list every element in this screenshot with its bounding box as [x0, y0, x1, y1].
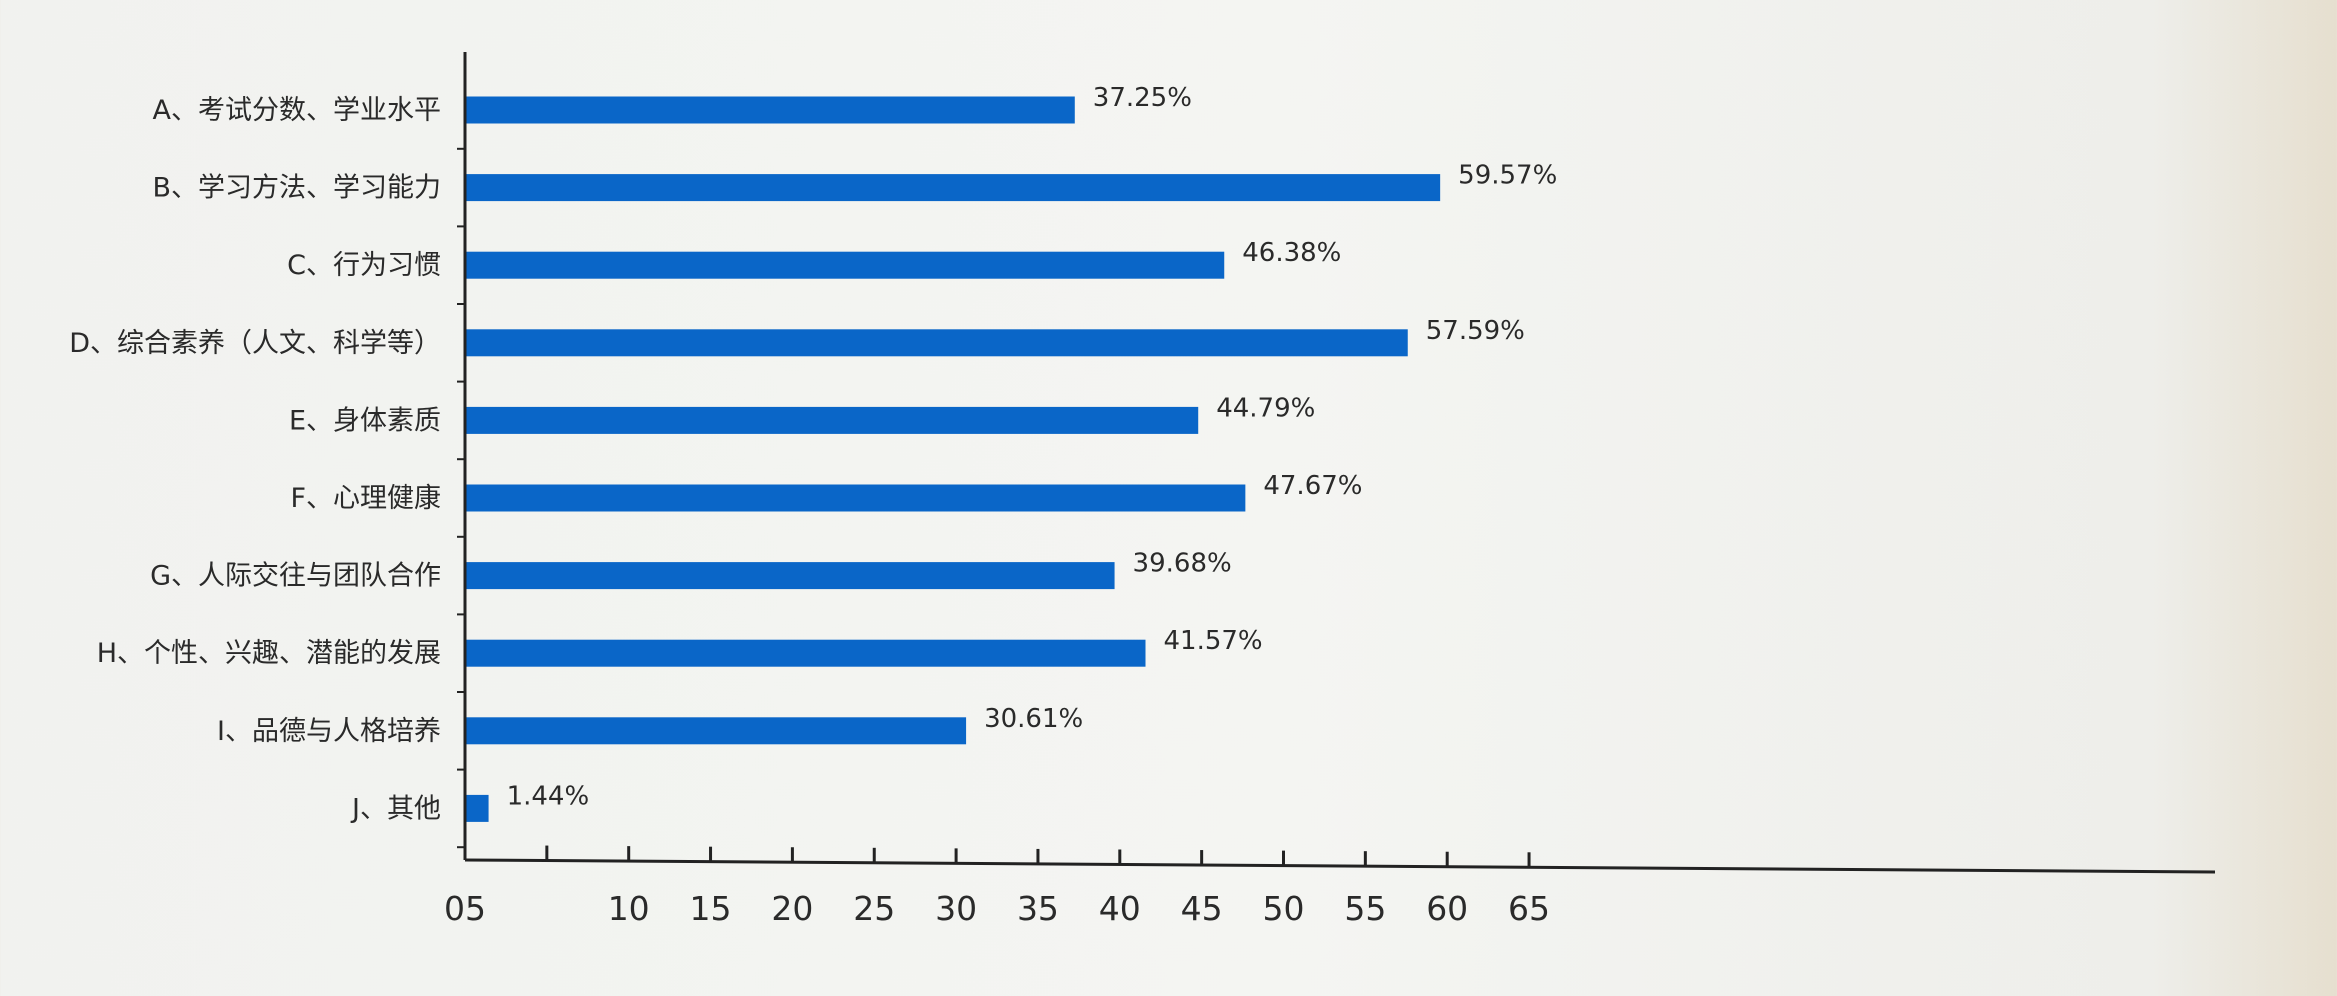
category-label: F、心理健康 — [290, 483, 441, 514]
x-tick-label: 50 — [1263, 889, 1305, 928]
bar — [465, 251, 1225, 279]
x-tick-label: 15 — [690, 889, 732, 928]
category-label: J、其他 — [350, 793, 441, 824]
x-tick-label: 35 — [1017, 889, 1059, 928]
category-label: A、考试分数、学业水平 — [153, 95, 441, 126]
x-tick-label: 10 — [608, 889, 650, 928]
bars-group — [457, 96, 1441, 849]
value-label: 1.44% — [507, 781, 590, 811]
bar — [465, 174, 1441, 202]
x-tick-label: 40 — [1099, 889, 1141, 928]
x-tick-label: 45 — [1181, 889, 1223, 928]
x-tick-label: 65 — [1508, 889, 1550, 928]
x-tick-label: 55 — [1344, 889, 1386, 928]
x-tick-label: 20 — [771, 889, 813, 928]
category-label: H、个性、兴趣、潜能的发展 — [97, 638, 441, 669]
x-axis-line — [464, 858, 2216, 874]
x-tick-label: 30 — [935, 889, 977, 928]
category-label: B、学习方法、学习能力 — [152, 173, 441, 204]
bar — [465, 96, 1075, 124]
value-label: 44.79% — [1216, 393, 1315, 423]
category-labels-group: A、考试分数、学业水平 B、学习方法、学习能力 C、行为习惯 D、综合素养（人文、科学… — [69, 95, 441, 824]
value-label: 57.59% — [1426, 316, 1525, 346]
x-tick-label: 05 — [444, 889, 486, 928]
value-label: 59.57% — [1458, 161, 1557, 191]
bar — [465, 329, 1408, 357]
axes-group — [463, 52, 2216, 874]
bar — [465, 717, 967, 745]
category-label: D、综合素养（人文、科学等） — [69, 328, 441, 359]
value-label: 41.57% — [1164, 626, 1263, 656]
x-tick-label: 60 — [1426, 889, 1468, 928]
value-label: 46.38% — [1242, 238, 1341, 268]
bar — [465, 484, 1246, 512]
value-label: 30.61% — [984, 704, 1083, 734]
x-ticks-group: 05 10 15 20 25 30 35 40 45 50 55 60 65 — [444, 845, 1550, 928]
value-label: 37.25% — [1093, 83, 1192, 113]
bar — [465, 406, 1199, 434]
bar — [465, 639, 1146, 667]
category-label: G、人际交往与团队合作 — [150, 561, 441, 592]
bar — [465, 562, 1115, 590]
bar — [465, 794, 489, 822]
value-labels-group: 37.25% 59.57% 46.38% 57.59% 44.79% 47.67% 39.6… — [507, 83, 1558, 811]
x-tick-label: 25 — [853, 889, 895, 928]
category-label: C、行为习惯 — [287, 250, 441, 281]
category-label: I、品德与人格培养 — [217, 716, 441, 747]
category-label: E、身体素质 — [289, 405, 441, 436]
value-label: 47.67% — [1263, 471, 1362, 501]
value-label: 39.68% — [1133, 549, 1232, 579]
